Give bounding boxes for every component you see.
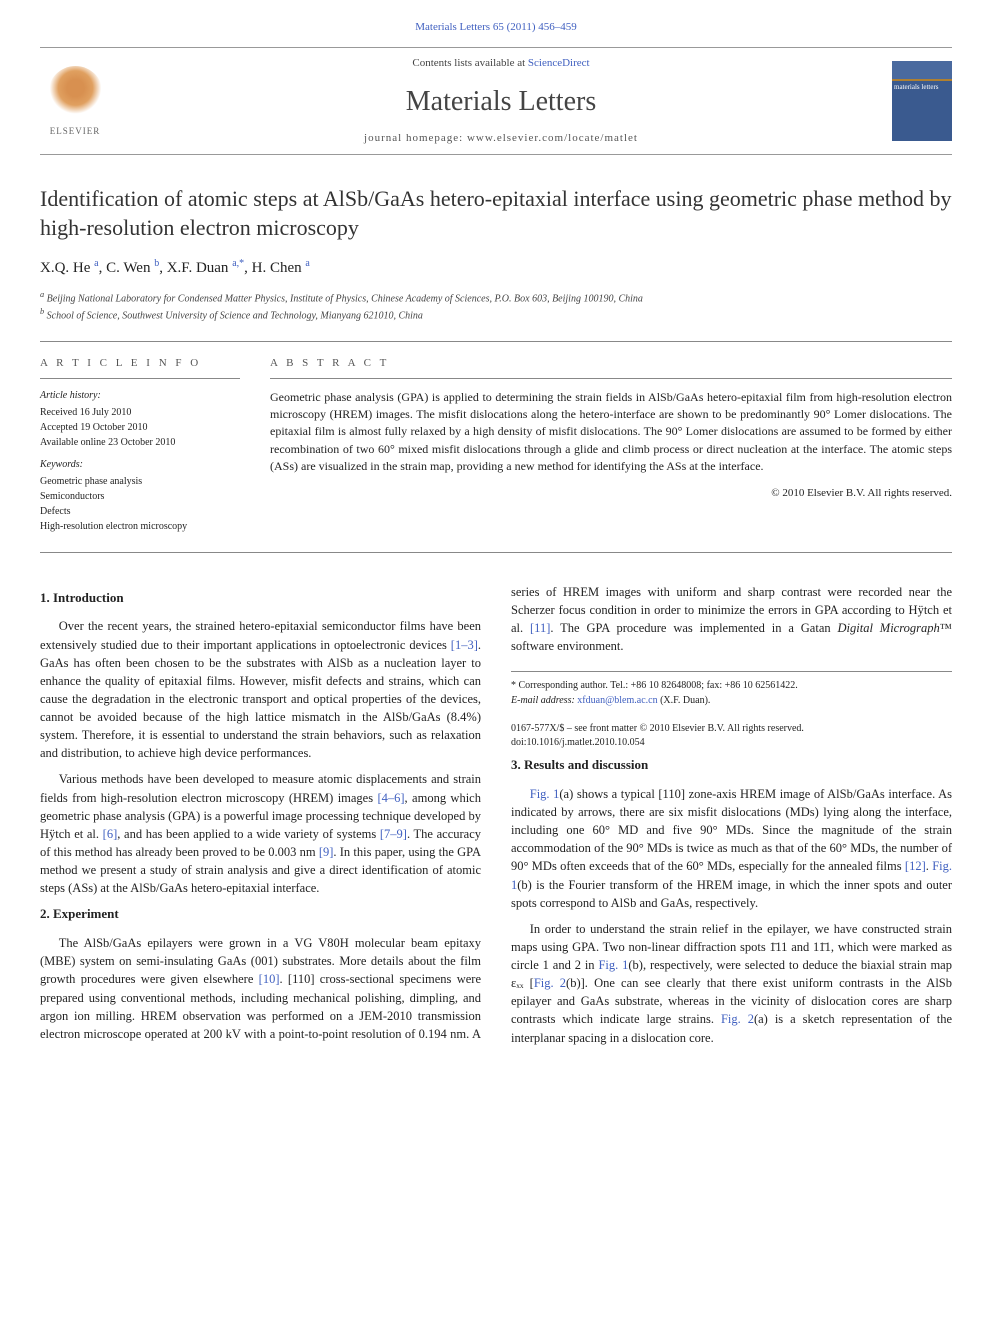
history-accepted: Accepted 19 October 2010 <box>40 420 240 435</box>
journal-homepage: journal homepage: www.elsevier.com/locat… <box>110 131 892 146</box>
body-text: . The GPA procedure was implemented in a… <box>550 621 837 635</box>
contents-prefix: Contents lists available at <box>412 57 527 69</box>
body-text: . GaAs has often been chosen to be the s… <box>40 638 481 761</box>
body-text: (a) shows a typical [110] zone-axis HREM… <box>511 787 952 874</box>
keywords-label: Keywords: <box>40 458 240 472</box>
corresponding-footnote: * Corresponding author. Tel.: +86 10 826… <box>511 678 952 693</box>
abstract-heading: A B S T R A C T <box>270 356 952 378</box>
body-text: Over the recent years, the strained hete… <box>40 619 481 651</box>
abstract-text: Geometric phase analysis (GPA) is applie… <box>270 389 952 476</box>
article-info: A R T I C L E I N F O Article history: R… <box>40 356 240 533</box>
corresponding-mark: * <box>239 258 244 269</box>
contents-line: Contents lists available at ScienceDirec… <box>110 56 892 71</box>
affiliations: a Beijing National Laboratory for Conden… <box>40 289 952 324</box>
doi-line: doi:10.1016/j.matlet.2010.10.054 <box>511 736 952 750</box>
article-body: 1. Introduction Over the recent years, t… <box>40 583 952 1049</box>
section-heading-results: 3. Results and discussion <box>511 756 952 775</box>
body-text: , and has been applied to a wide variety… <box>117 827 380 841</box>
affil-text: Beijing National Laboratory for Condense… <box>47 293 643 304</box>
abstract-column: A B S T R A C T Geometric phase analysis… <box>270 356 952 533</box>
body-text: (b) is the Fourier transform of the HREM… <box>511 878 952 910</box>
journal-name: Materials Letters <box>110 82 892 121</box>
bottom-meta: 0167-577X/$ – see front matter © 2010 El… <box>511 722 952 750</box>
thumb-label: materials letters <box>892 81 952 95</box>
email-footnote: E-mail address: xfduan@blem.ac.cn (X.F. … <box>511 693 952 708</box>
history-received: Received 16 July 2010 <box>40 405 240 420</box>
citation-link[interactable]: [4–6] <box>377 791 404 805</box>
figure-link[interactable]: Fig. 2 <box>534 976 566 990</box>
body-text-italic: Digital Micrograph <box>838 621 940 635</box>
keyword: High-resolution electron microscopy <box>40 519 240 534</box>
citation-link[interactable]: [6] <box>103 827 118 841</box>
journal-cover-thumb: materials letters <box>892 61 952 141</box>
abstract-copyright: © 2010 Elsevier B.V. All rights reserved… <box>270 486 952 501</box>
citation-link[interactable]: [10] <box>259 972 280 986</box>
elsevier-label: ELSEVIER <box>50 125 101 138</box>
citation-link[interactable]: [11] <box>530 621 550 635</box>
affiliation-b: b School of Science, Southwest Universit… <box>40 306 952 323</box>
article-info-heading: A R T I C L E I N F O <box>40 356 240 378</box>
section-heading-experiment: 2. Experiment <box>40 905 481 924</box>
affiliation-a: a Beijing National Laboratory for Conden… <box>40 289 952 306</box>
sciencedirect-link[interactable]: ScienceDirect <box>528 57 590 69</box>
paragraph: In order to understand the strain relief… <box>511 920 952 1047</box>
author-name: H. Chen <box>252 260 302 276</box>
figure-link[interactable]: Fig. 1 <box>598 958 628 972</box>
email-label: E-mail address: <box>511 695 575 706</box>
author-affil-mark: b <box>154 258 159 269</box>
keyword: Geometric phase analysis <box>40 474 240 489</box>
author-list: X.Q. He a, C. Wen b, X.F. Duan a,*, H. C… <box>40 257 952 279</box>
section-heading-introduction: 1. Introduction <box>40 589 481 608</box>
author-affil-mark: a <box>94 258 98 269</box>
author-name: X.Q. He <box>40 260 90 276</box>
citation-link[interactable]: [12] <box>905 859 926 873</box>
paragraph: Fig. 1(a) shows a typical [110] zone-axi… <box>511 785 952 912</box>
figure-link[interactable]: Fig. 2 <box>721 1012 754 1026</box>
paragraph: Over the recent years, the strained hete… <box>40 617 481 762</box>
elsevier-logo: ELSEVIER <box>40 61 110 141</box>
header-center: Contents lists available at ScienceDirec… <box>110 56 892 146</box>
citation-link[interactable]: [9] <box>319 845 334 859</box>
email-author: (X.F. Duan). <box>660 695 710 706</box>
history-label: Article history: <box>40 389 240 403</box>
email-link[interactable]: xfduan@blem.ac.cn <box>577 695 657 706</box>
author-affil-mark: a <box>305 258 309 269</box>
citation-link[interactable]: [1–3] <box>451 638 478 652</box>
history-online: Available online 23 October 2010 <box>40 435 240 450</box>
top-citation: Materials Letters 65 (2011) 456–459 <box>40 20 952 35</box>
author-name: C. Wen <box>106 260 150 276</box>
info-abstract-row: A R T I C L E I N F O Article history: R… <box>40 341 952 552</box>
author-name: X.F. Duan <box>167 260 229 276</box>
journal-header: ELSEVIER Contents lists available at Sci… <box>40 47 952 155</box>
footnotes: * Corresponding author. Tel.: +86 10 826… <box>511 671 952 708</box>
paragraph: Various methods have been developed to m… <box>40 770 481 897</box>
affil-text: School of Science, Southwest University … <box>47 310 423 321</box>
issn-line: 0167-577X/$ – see front matter © 2010 El… <box>511 722 952 736</box>
article-title: Identification of atomic steps at AlSb/G… <box>40 185 952 242</box>
keyword: Defects <box>40 504 240 519</box>
figure-link[interactable]: Fig. 1 <box>530 787 560 801</box>
elsevier-tree-icon <box>48 66 103 121</box>
citation-link[interactable]: [7–9] <box>380 827 407 841</box>
keyword: Semiconductors <box>40 489 240 504</box>
